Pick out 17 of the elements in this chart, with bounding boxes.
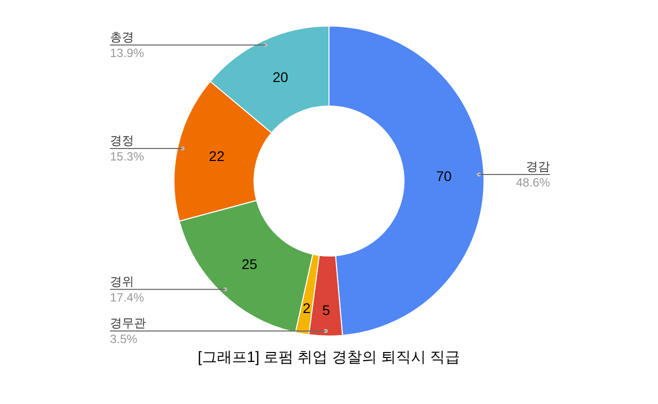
data-label: 20 [272, 68, 288, 85]
slice-label: 경감 [526, 159, 550, 174]
data-label: 2 [302, 300, 311, 316]
text: 17.4% [110, 290, 144, 304]
data-label: 5 [322, 302, 330, 318]
text: 13.9% [110, 46, 144, 60]
data-label: 70 [436, 168, 452, 184]
text: 3.5% [110, 332, 138, 346]
slice-label: 경무관 [110, 316, 146, 330]
text: 48.6% [516, 175, 550, 190]
slice-label: 경정 [110, 134, 134, 148]
text: [그래프1] 로펌 취업 경찰의 퇴직시 직급 [198, 349, 460, 366]
data-label: 22 [208, 148, 225, 164]
slice-label: 총경 [110, 30, 134, 44]
text: 15.3% [110, 150, 144, 164]
data-label: 25 [242, 256, 258, 272]
slice-label: 경위 [110, 274, 134, 288]
